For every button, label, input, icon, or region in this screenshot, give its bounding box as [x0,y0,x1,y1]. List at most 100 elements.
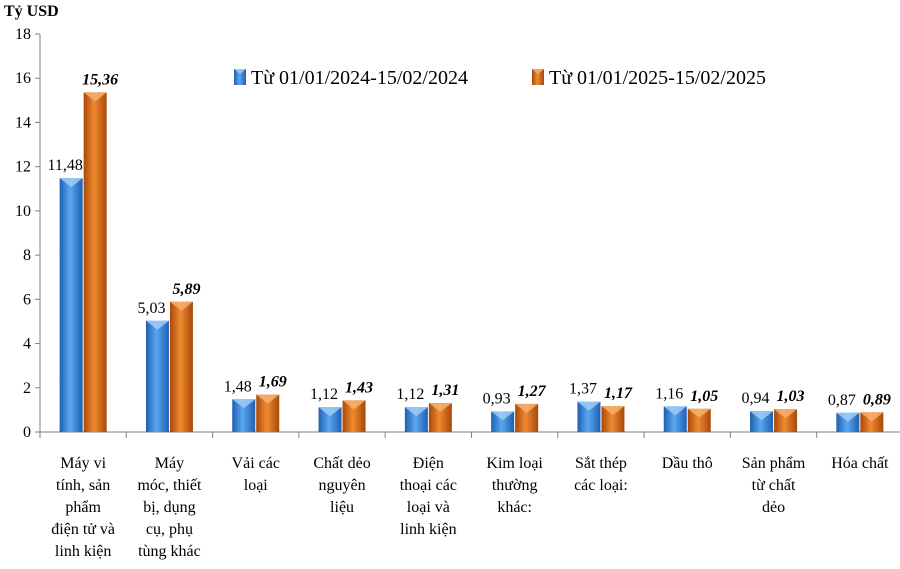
bar-2024 [836,412,860,432]
data-label-2025: 1,05 [690,388,718,405]
category-label: bị, dụng [143,499,195,516]
category-label: Kim loại [486,455,543,472]
bar-2024-cap [404,407,428,417]
category-label: cụ, phụ [146,521,193,538]
category-label: dẻo [762,499,785,516]
data-label-2024: 1,37 [569,381,597,398]
bar-2025 [342,400,366,432]
bar-2025 [515,403,539,432]
legend-swatch-cap [234,69,246,74]
bar-2025-cap [256,394,280,404]
bar-2024-cap [836,412,860,422]
bar-2024 [663,406,687,432]
category-label: Máy vi [60,455,106,472]
category-label: từ chất [752,477,796,494]
bar-2024-cap [59,178,83,188]
bar-2024 [318,407,342,432]
data-label-2025: 1,31 [431,382,459,399]
bar-2024 [404,407,428,432]
bar-2025-cap [169,301,193,311]
bar-2025-cap [428,403,452,413]
category-label: linh kiện [400,521,456,538]
bar-2025-cap [860,412,884,422]
data-label-2024: 0,87 [828,392,856,409]
bar-2024 [577,401,601,432]
category-label: Sản phẩm [742,455,806,472]
bar-2025-cap [687,408,711,418]
bar-2025 [774,409,798,432]
category-label: loại [244,477,269,494]
bar-2024-cap [145,320,169,330]
legend-swatch-cap [532,69,544,74]
bar-2024-cap [232,399,256,409]
category-label: các loại: [574,477,628,494]
y-tick-label: 2 [23,380,31,397]
y-tick-label: 6 [23,291,31,308]
category-label: tính, sản [56,477,110,494]
bar-2025-cap [83,92,107,102]
category-label: tùng khác [138,543,201,560]
data-label-2025: 1,17 [604,385,633,402]
y-tick-label: 12 [15,159,31,176]
y-tick-label: 4 [23,336,31,353]
bar-2025 [83,92,107,432]
bar-2025-cap [601,406,625,416]
category-label: móc, thiết [137,477,202,494]
legend-label-2024: Từ 01/01/2024-15/02/2024 [251,67,468,89]
category-label: thoại các [400,477,457,494]
category-label: điện tử và [51,521,115,538]
bar-2024-cap [750,411,774,421]
category-label: liệu [330,499,354,516]
bar-2025 [601,406,625,432]
data-label-2025: 0,89 [863,391,891,408]
data-label-2024: 5,03 [137,300,165,317]
category-label: Dầu thô [662,455,713,472]
category-label: nguyên [318,477,365,494]
y-tick-label: 14 [15,114,31,131]
data-label-2025: 1,69 [259,374,287,391]
y-tick-label: 18 [15,26,31,43]
category-label: thường [492,477,538,494]
legend-label-2025: Từ 01/01/2025-15/02/2025 [549,67,766,89]
bar-2025-cap [774,409,798,419]
y-axis-label: Tỷ USD [4,3,59,20]
bar-2025-cap [342,400,366,410]
y-tick-label: 0 [23,424,31,441]
bar-2024 [59,178,83,432]
legend-swatch-2025 [532,69,544,85]
data-label-2024: 1,12 [396,386,424,403]
category-label: Vải các [232,455,280,472]
data-label-2025: 5,89 [172,281,200,298]
y-tick-label: 16 [15,70,31,87]
bar-2025 [169,301,193,432]
data-label-2024: 1,48 [224,378,252,395]
bar-2024 [750,411,774,432]
category-label: Điện [413,455,444,472]
data-label-2024: 1,16 [655,385,683,402]
category-label: phẩm [65,499,101,516]
data-label-2025: 1,43 [345,379,373,396]
bar-2024 [491,411,515,432]
bar-2024 [232,399,256,432]
y-tick-label: 10 [15,203,31,220]
bar-2025 [860,412,884,432]
bar-2025-cap [515,403,539,413]
category-label: Chất dẻo [313,455,370,472]
data-label-2025: 15,36 [82,71,118,88]
bar-2024-cap [318,407,342,417]
category-label: Hóa chất [831,455,889,472]
legend-swatch-2024 [234,69,246,85]
category-label: linh kiện [55,543,111,560]
category-label: Máy [155,455,184,472]
bar-2024-cap [491,411,515,421]
data-label-2025: 1,03 [777,388,805,405]
bar-2025 [256,394,280,432]
data-label-2024: 0,94 [742,390,770,407]
y-tick-label: 8 [23,247,31,264]
bar-2024-cap [663,406,687,416]
bar-2025 [428,403,452,432]
data-label-2024: 11,48 [47,157,82,174]
bar-2024 [145,320,169,432]
data-label-2025: 1,27 [518,383,547,400]
